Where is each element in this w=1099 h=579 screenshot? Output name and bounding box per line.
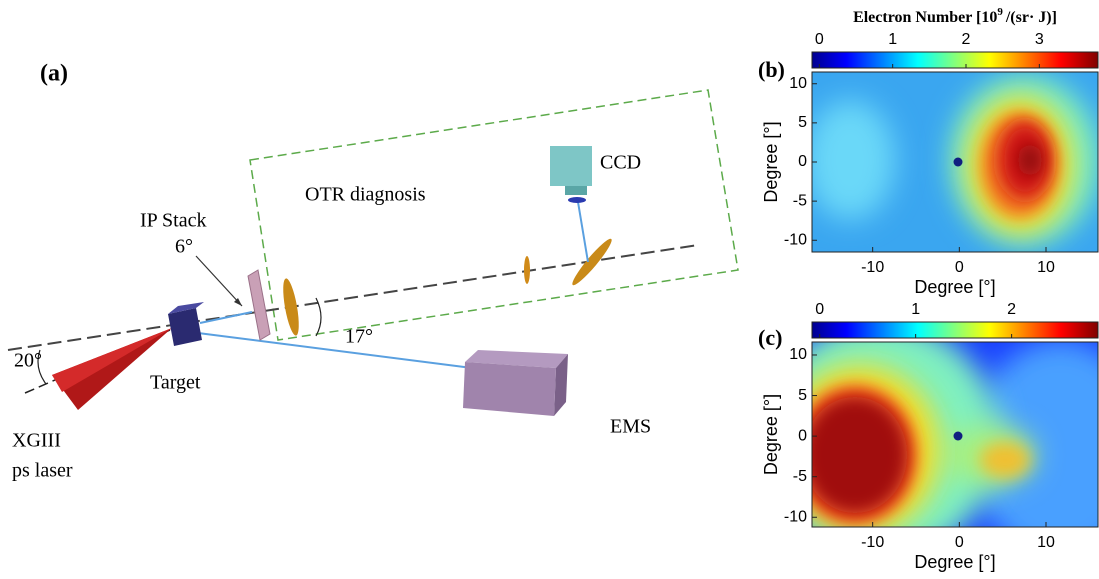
colorbar-unit: /(sr· J)] [1005,9,1057,26]
laser-label: ps laser [12,460,73,482]
colorbar-tick-label: 0 [815,301,824,318]
heatmap [805,72,1099,252]
ems-front [463,362,556,416]
colorbar-title: Electron Number [109/(sr· J)] [853,6,1057,26]
ccd-beam [578,202,588,262]
lens [280,277,302,336]
ccd-label: CCD [600,152,641,174]
colorbar-tick-label: 0 [815,31,824,48]
panel-label: (c) [758,325,782,350]
ip-pointer [196,256,242,306]
colorbar-tick-label: 1 [911,301,920,318]
ccd-lens [568,197,586,203]
x-axis-title: Degree [°] [914,277,995,297]
x-tick-label: 10 [1037,259,1055,276]
x-tick-label: -10 [861,259,884,276]
small-lens [524,256,530,284]
y-tick-label: 10 [789,75,807,92]
panel-label: (a) [40,61,68,87]
panel-label: (b) [758,57,785,82]
colorbar [812,52,1098,68]
beam-to-ems [198,333,472,368]
y-tick-label: -5 [793,468,807,485]
colorbar-tick-label: 3 [1035,31,1044,48]
target-cube [168,308,202,346]
y-axis-title: Degree [°] [761,121,781,202]
y-tick-label: 5 [798,114,807,131]
x-axis-title: Degree [°] [914,552,995,572]
laser-label: XGIII [12,430,61,452]
y-tick-label: 0 [798,427,807,444]
y-tick-label: -5 [793,192,807,209]
colorbar [812,322,1098,338]
heatmap [760,320,1099,560]
x-tick-label: 0 [955,259,964,276]
ccd-lens-mount [565,186,587,195]
colorbar-tick-label: 1 [888,31,897,48]
mirror [569,236,615,288]
ip-angle-label: 6° [175,236,193,258]
x-tick-label: 10 [1037,534,1055,551]
y-tick-label: 10 [789,346,807,363]
colorbar-tick-label: 2 [1007,301,1016,318]
ip-stack [248,270,270,340]
laser-angle-label: 20° [14,350,42,372]
setup-diagram: (a) IP Stack 6° OTR diagnosis CCD 17° 20… [8,61,738,482]
figure: (a) IP Stack 6° OTR diagnosis CCD 17° 20… [0,0,1099,579]
otr-label: OTR diagnosis [305,184,426,206]
ems-label: EMS [610,416,651,438]
beam-to-ip [200,312,252,323]
y-tick-label: 0 [798,153,807,170]
colorbar-title-text: Electron Number [10 [853,9,997,26]
y-tick-label: -10 [784,231,807,248]
y-tick-label: -10 [784,508,807,525]
x-tick-label: -10 [861,534,884,551]
otr-box [250,90,738,340]
x-tick-label: 0 [955,534,964,551]
colorbar-tick-label: 2 [962,31,971,48]
y-tick-label: 5 [798,387,807,404]
colorbar-exponent: 9 [997,6,1003,18]
y-axis-title: Degree [°] [761,394,781,475]
ip-stack-label: IP Stack [140,210,206,232]
ccd-body [550,146,592,186]
ems-angle-label: 17° [345,326,373,348]
target-label: Target [150,372,201,394]
